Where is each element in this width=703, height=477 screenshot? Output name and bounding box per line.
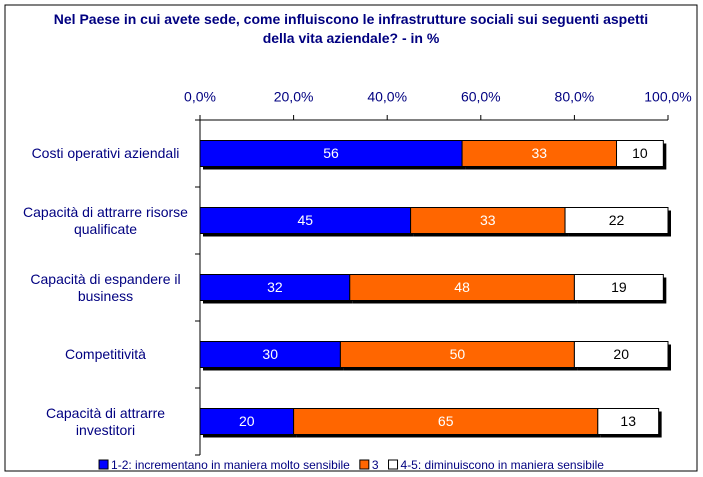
data-label: 48 (454, 279, 470, 295)
legend-swatch (359, 459, 370, 470)
x-tick-label: 0,0% (184, 89, 216, 105)
bar (573, 274, 664, 301)
data-label: 30 (262, 346, 278, 362)
data-label: 22 (609, 212, 625, 228)
data-label: 10 (632, 145, 648, 161)
bar (616, 140, 664, 167)
data-label: 19 (611, 279, 627, 295)
bar (564, 207, 669, 234)
x-tick-label: 80,0% (555, 89, 595, 105)
bar (293, 408, 599, 435)
data-label: 50 (450, 346, 466, 362)
legend-label: 3 (372, 458, 379, 472)
bar (597, 408, 660, 435)
legend-label: 4-5: diminuiscono in maniera sensibile (401, 458, 605, 472)
frame (4, 4, 698, 472)
bar (410, 207, 566, 234)
chart-title: Nel Paese in cui avete sede, come influi… (53, 11, 649, 46)
bar (461, 140, 618, 167)
data-label: 33 (532, 145, 548, 161)
y-tick-label: Competitività (65, 346, 146, 362)
data-label: 56 (323, 145, 339, 161)
bar (573, 341, 669, 368)
x-tick-label: 100,0% (644, 89, 691, 105)
data-label: 13 (620, 413, 636, 429)
y-tick-label: Costi operativi aziendali (31, 145, 180, 161)
legend-label: 1-2: incrementano in maniera molto sensi… (111, 458, 350, 472)
x-tick-label: 20,0% (274, 89, 314, 105)
data-label: 20 (239, 413, 255, 429)
x-tick-label: 40,0% (367, 89, 407, 105)
y-tick-label: Capacità di attrarre investitori (45, 404, 166, 438)
y-tick-label: Capacità di attrarre risorse qualificate (23, 203, 188, 237)
data-label: 65 (438, 413, 454, 429)
data-label: 45 (298, 212, 314, 228)
data-label: 33 (480, 212, 496, 228)
y-tick-label: Capacità di espandere il business (30, 270, 181, 304)
bar (199, 341, 341, 368)
bar (349, 274, 575, 301)
legend-swatch (98, 459, 109, 470)
bar (339, 341, 575, 368)
legend-swatch (388, 459, 399, 470)
bar (199, 408, 295, 435)
data-label: 32 (267, 279, 283, 295)
data-label: 20 (613, 346, 629, 362)
x-tick-label: 60,0% (461, 89, 501, 105)
